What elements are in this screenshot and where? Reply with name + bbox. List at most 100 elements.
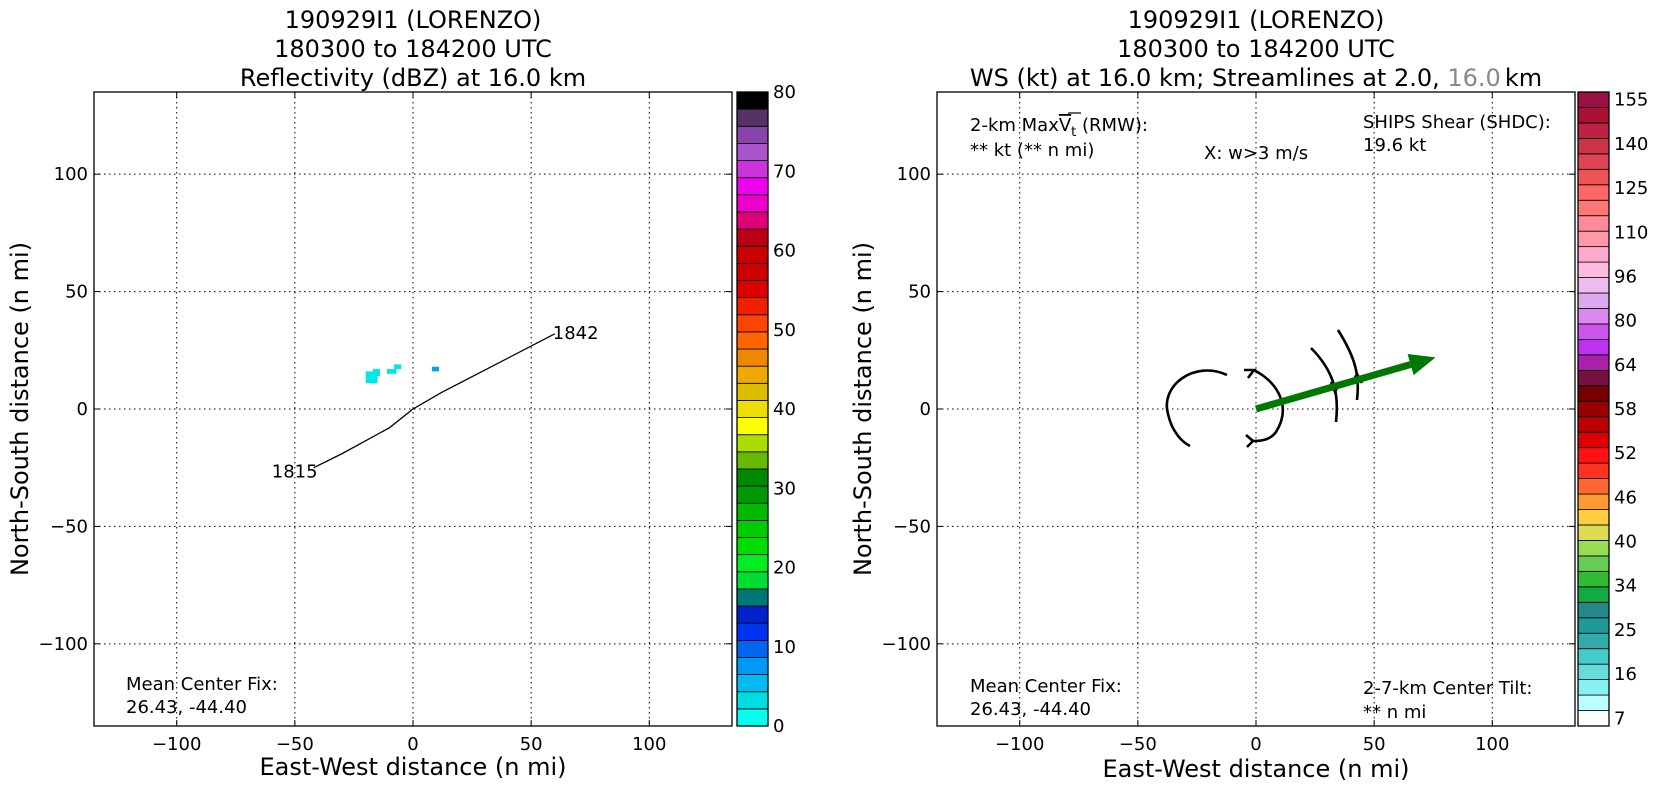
right-grid (937, 92, 1575, 726)
right-x-axis-label: East-West distance (n mi) (1102, 755, 1409, 783)
right-colorbar-segment (1577, 431, 1610, 449)
right-colorbar-segment (1577, 632, 1610, 650)
right-y-tick-label: 100 (897, 164, 931, 185)
reflectivity-colorbar: 0 10 20 30 40 50 60 70 80 (736, 82, 796, 737)
left-grid (94, 92, 732, 726)
streamline-arrowhead-1 (1244, 368, 1257, 379)
right-colorbar-segment (1577, 323, 1610, 340)
streamline-ring-right (1252, 368, 1285, 443)
left-colorbar-segment (736, 605, 769, 624)
left-colorbar-segment (736, 674, 769, 693)
left-x-axis-label: East-West distance (n mi) (259, 753, 566, 781)
left-title-line-3: Reflectivity (dBZ) at 16.0 km (240, 64, 586, 92)
right-x-tick-label: −50 (1119, 734, 1157, 755)
left-colorbar-segment (736, 194, 769, 213)
track-start-label: 1815 (272, 462, 318, 483)
right-colorbar-segment (1577, 648, 1610, 665)
right-center-fix-value: 26.43, -44.40 (970, 699, 1091, 720)
left-colorbar-segment (736, 639, 769, 658)
left-center-fix-value: 26.43, -44.40 (126, 697, 247, 718)
right-x-ticks: −100 −50 0 50 100 (995, 92, 1509, 755)
left-colorbar-tick-label: 60 (773, 241, 796, 262)
right-title-line-1: 190929I1 (LORENZO) (1128, 6, 1385, 34)
right-center-fix-label: Mean Center Fix: (970, 676, 1122, 697)
streamline-arc-2 (1336, 329, 1360, 401)
right-colorbar-segment (1577, 509, 1610, 526)
left-colorbar-segment (736, 228, 769, 247)
left-center-fix-label: Mean Center Fix: (126, 674, 278, 695)
left-colorbar-segment (736, 519, 769, 538)
right-y-tick-label: −50 (893, 516, 931, 537)
left-colorbar-segment (736, 588, 769, 607)
right-colorbar-segment (1577, 462, 1610, 479)
left-colorbar-segment (736, 143, 769, 161)
left-colorbar-segment (736, 434, 769, 453)
left-colorbar-segment (736, 314, 769, 333)
reflectivity-echo (431, 366, 439, 372)
left-y-ticks: −100 −50 0 50 100 (39, 164, 732, 655)
right-colorbar-tick-label: 80 (1614, 311, 1637, 332)
right-colorbar-segment (1577, 679, 1610, 696)
right-plot-frame (936, 91, 1576, 727)
right-y-tick-label: 0 (920, 399, 931, 420)
right-colorbar-segment (1577, 215, 1610, 232)
right-colorbar-segment (1577, 400, 1610, 418)
left-y-tick-label: 0 (77, 399, 88, 420)
right-colorbar-segment (1577, 540, 1610, 557)
right-colorbar-segment (1577, 184, 1610, 201)
wind-speed-panel: 190929I1 (LORENZO) 180300 to 184200 UTC … (849, 6, 1648, 783)
right-colorbar-tick-label: 7 (1614, 708, 1625, 729)
right-colorbar-segment (1577, 617, 1610, 634)
right-colorbar-segment (1577, 153, 1610, 170)
right-colorbar-segment (1577, 586, 1610, 603)
left-colorbar-tick-label: 40 (773, 399, 796, 420)
right-colorbar-tick-label: 155 (1614, 90, 1648, 111)
left-y-tick-label: −50 (50, 516, 88, 537)
left-colorbar-segment (736, 571, 769, 590)
updraft-legend: X: w>3 m/s (1204, 143, 1308, 164)
left-colorbar-segment (736, 348, 769, 367)
storm-track-line (313, 333, 556, 469)
left-colorbar-segment (736, 160, 769, 179)
left-colorbar-segment (736, 451, 769, 470)
left-colorbar-frame (736, 91, 769, 727)
left-colorbar-segment (736, 125, 769, 144)
right-colorbar-segment (1577, 416, 1610, 433)
left-y-tick-label: 50 (65, 282, 88, 303)
right-colorbar-segment (1577, 199, 1610, 217)
left-colorbar-segment (736, 485, 769, 504)
right-colorbar-tick-label: 125 (1614, 178, 1648, 199)
left-colorbar-segment (736, 262, 769, 281)
wind-speed-colorbar: 7 16 25 34 40 46 52 58 64 80 96 110 125 140 155 (1577, 90, 1648, 729)
right-colorbar-segment (1577, 277, 1610, 294)
right-y-axis-label: North-South distance (n mi) (849, 242, 877, 576)
right-colorbar-segment (1577, 570, 1610, 588)
right-colorbar-tick-label: 64 (1614, 355, 1637, 376)
right-colorbar-segment (1577, 91, 1610, 108)
left-y-tick-label: −100 (39, 634, 88, 655)
ships-shear-value: 19.6 kt (1363, 135, 1426, 156)
reflectivity-echo (394, 364, 402, 370)
left-colorbar-tick-label: 10 (773, 637, 796, 658)
right-colorbar-segment (1577, 122, 1610, 139)
right-colorbar-tick-label: 140 (1614, 134, 1648, 155)
right-colorbar-frame (1577, 91, 1610, 727)
right-colorbar-tick-label: 25 (1614, 620, 1637, 641)
right-colorbar-segment (1577, 369, 1610, 387)
right-colorbar-segment (1577, 354, 1610, 371)
right-title-line-3-a: WS (kt) at 16.0 km; Streamlines at 2.0, (970, 64, 1448, 92)
left-x-tick-label: −50 (276, 734, 314, 755)
ships-shear-label: SHIPS Shear (SHDC): (1363, 112, 1551, 133)
reflectivity-echo (372, 369, 380, 377)
shear-vector (1255, 353, 1436, 413)
left-x-tick-label: −100 (152, 734, 201, 755)
right-colorbar-segment (1577, 447, 1610, 464)
left-y-tick-label: 100 (54, 164, 88, 185)
left-colorbar-tick-label: 0 (773, 716, 784, 737)
right-colorbar-segment (1577, 663, 1610, 681)
right-colorbar-tick-label: 52 (1614, 443, 1637, 464)
right-colorbar-segment (1577, 339, 1610, 356)
left-colorbar-tick-label: 50 (773, 320, 796, 341)
right-colorbar-segment (1577, 292, 1610, 309)
streamline-arrowhead-2 (1245, 434, 1255, 448)
